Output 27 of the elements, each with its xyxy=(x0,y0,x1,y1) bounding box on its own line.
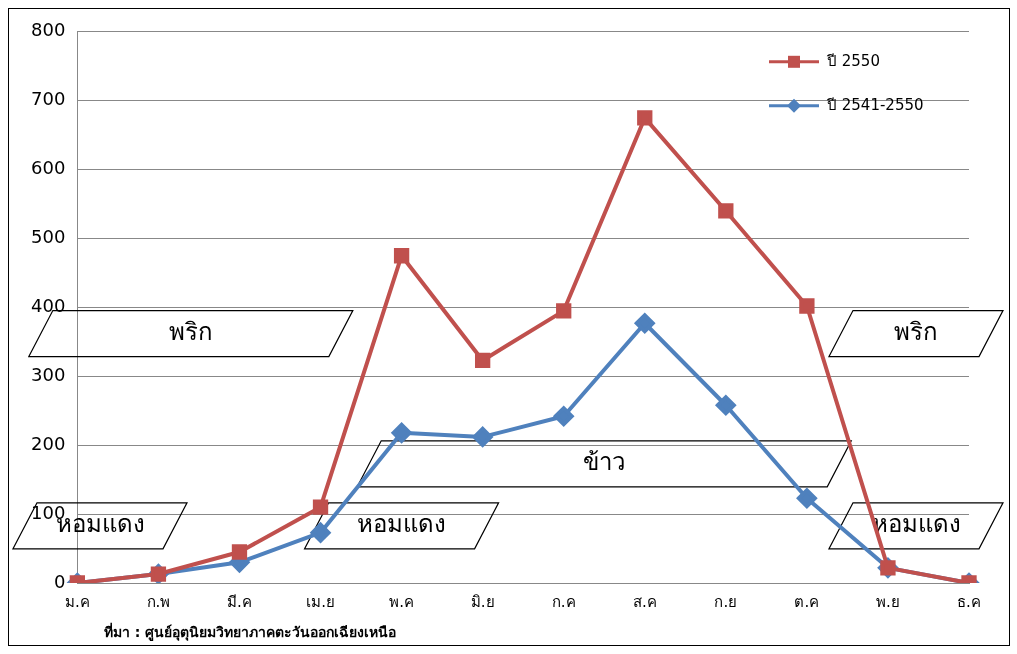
x-tick-label: ต.ค xyxy=(794,592,820,611)
x-tick-label: ม.ค xyxy=(64,592,90,611)
x-tick-label: พ.ย xyxy=(876,592,900,611)
annotation: พริก xyxy=(894,317,938,346)
y-tick-label: 0 xyxy=(53,570,66,592)
annotation: ข้าว xyxy=(583,448,626,477)
text: ที่มา : ศูนย์อุตุนิยมวิทยาภาคตะวันออกเฉียงเหนือ xyxy=(104,621,397,641)
y-tick-label: 800 xyxy=(31,19,66,41)
y-tick-label: 700 xyxy=(31,88,66,110)
y-tick-label: 400 xyxy=(31,295,66,317)
x-tick-label: ก.พ xyxy=(146,592,171,611)
x-tick-label: มิ.ย xyxy=(470,592,495,611)
x-tick-label: เม.ย xyxy=(306,592,335,611)
x-tick-label: ก.ย xyxy=(714,592,738,611)
annotation: หอมแดง xyxy=(357,510,447,539)
annotation: พริก xyxy=(168,317,213,346)
legend-label: ปี 2550 xyxy=(826,51,880,70)
x-tick-label: มี.ค xyxy=(227,592,252,611)
y-tick-label: 500 xyxy=(31,226,66,248)
x-tick-label: พ.ค xyxy=(389,592,414,611)
x-tick-label: ธ.ค xyxy=(957,592,981,611)
y-tick-label: 200 xyxy=(31,432,66,454)
y-tick-label: 600 xyxy=(31,157,66,179)
y-tick-label: 300 xyxy=(31,363,66,385)
x-tick-label: ก.ค xyxy=(551,592,576,611)
x-tick-label: ส.ค xyxy=(632,592,657,611)
legend-label: ปี 2541-2550 xyxy=(826,95,924,114)
